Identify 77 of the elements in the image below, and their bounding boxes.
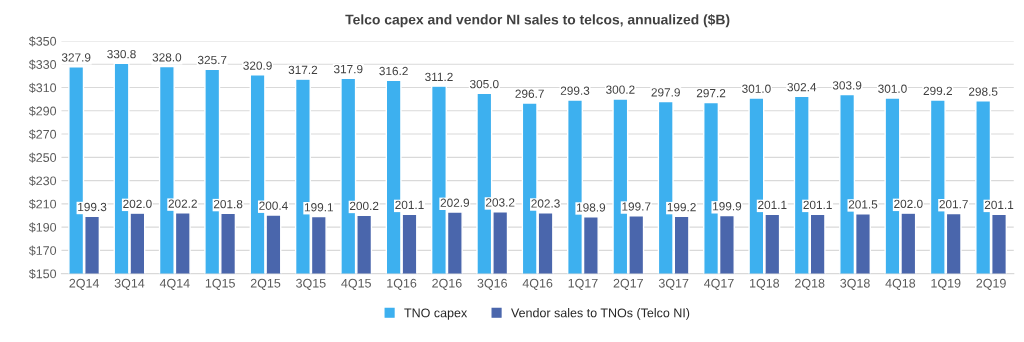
x-tick-label: 2Q16 (432, 278, 462, 290)
x-tick-label: 3Q17 (658, 278, 689, 290)
y-tick-label: $230 (28, 175, 57, 186)
x-tick-label: 2Q17 (613, 278, 643, 290)
data-label: 305.0 (470, 79, 499, 89)
data-label: 297.2 (696, 88, 726, 98)
x-tick-label: 2Q18 (795, 278, 825, 290)
data-label: 317.9 (333, 64, 363, 74)
y-tick-label: $290 (28, 106, 57, 117)
data-label: 299.3 (560, 86, 590, 95)
data-label: 201.5 (848, 200, 878, 209)
data-label: 202.0 (123, 199, 152, 209)
y-tick-label: $250 (28, 152, 57, 163)
x-tick-label: 4Q15 (341, 278, 371, 290)
x-tick-label: 1Q17 (568, 278, 598, 290)
data-label: 199.7 (622, 202, 651, 211)
y-tick-label: $350 (28, 36, 57, 47)
x-tick-label: 1Q19 (931, 278, 961, 290)
data-label: 298.5 (968, 87, 998, 96)
data-label: 203.2 (486, 198, 515, 207)
y-tick-label: $150 (28, 268, 57, 279)
x-tick-label: 3Q15 (296, 278, 326, 290)
data-label: 311.2 (425, 72, 453, 82)
data-label: 299.2 (923, 86, 952, 95)
y-tick-label: $270 (28, 129, 57, 140)
data-label: 201.1 (758, 200, 787, 210)
y-tick-label: $330 (28, 59, 57, 70)
x-tick-label: 2Q19 (976, 278, 1006, 290)
x-tick-label: 3Q18 (840, 278, 870, 290)
x-tick-label: 2Q15 (250, 278, 281, 290)
data-label: 325.7 (197, 55, 227, 65)
data-label: 202.9 (440, 198, 470, 207)
data-label: 297.9 (651, 88, 680, 97)
data-label: 202.0 (894, 199, 923, 209)
data-label: 201.1 (803, 200, 832, 210)
x-tick-label: 1Q18 (750, 278, 780, 290)
data-label: 202.2 (168, 199, 197, 208)
chart-title: Telco capex and vendor NI sales to telcos, annualized ($B) (345, 14, 730, 28)
x-tick-label: 3Q16 (477, 278, 507, 290)
data-label: 296.7 (515, 89, 544, 98)
y-tick-label: $170 (28, 245, 57, 256)
legend-label: Vendor sales to TNOs (Telco NI) (511, 308, 690, 320)
x-tick-label: 4Q14 (159, 278, 190, 290)
data-label: 328.0 (152, 53, 182, 62)
data-label: 320.9 (243, 61, 272, 70)
data-label: 201.8 (213, 199, 243, 209)
data-label: 200.4 (259, 201, 288, 210)
legend-label: TNO capex (404, 308, 468, 320)
y-tick-label: $190 (28, 222, 57, 233)
data-label: 330.8 (107, 49, 136, 59)
data-label: 301.0 (878, 84, 907, 93)
data-label: 200.2 (349, 201, 379, 211)
data-label: 199.3 (78, 202, 107, 212)
data-label: 199.1 (304, 203, 333, 212)
data-label: 201.1 (984, 200, 1014, 210)
x-tick-label: 1Q16 (387, 278, 417, 290)
x-tick-label: 4Q16 (522, 278, 553, 290)
x-tick-label: 4Q17 (703, 278, 734, 290)
y-tick-label: $210 (28, 199, 57, 210)
x-tick-label: 3Q14 (114, 278, 145, 290)
x-tick-label: 1Q15 (205, 278, 235, 290)
data-label: 301.0 (742, 84, 771, 93)
data-label: 199.2 (667, 202, 696, 212)
data-label: 199.9 (713, 202, 742, 211)
data-label: 300.2 (606, 85, 635, 94)
data-label: 198.9 (577, 203, 606, 212)
data-label: 202.3 (531, 199, 560, 208)
y-tick-label: $310 (28, 82, 57, 93)
data-label: 201.1 (395, 200, 424, 210)
data-label: 317.2 (288, 65, 318, 75)
data-label: 303.9 (832, 81, 862, 90)
x-tick-label: 4Q18 (885, 278, 916, 290)
x-tick-label: 2Q14 (69, 278, 100, 290)
data-label: 327.9 (61, 53, 91, 62)
data-label: 201.7 (939, 200, 968, 209)
data-label: 316.2 (379, 66, 408, 76)
data-label: 302.4 (787, 82, 817, 92)
